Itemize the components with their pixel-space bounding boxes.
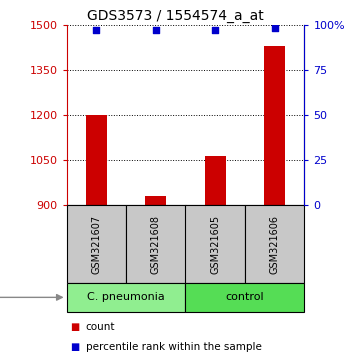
Bar <box>126 205 186 283</box>
Bar <box>264 46 285 205</box>
Bar <box>245 205 304 283</box>
Bar <box>86 115 107 205</box>
Text: percentile rank within the sample: percentile rank within the sample <box>86 342 262 352</box>
Text: C. pneumonia: C. pneumonia <box>87 292 165 302</box>
Point <box>212 27 218 33</box>
Bar <box>186 205 245 283</box>
Point <box>153 27 159 33</box>
Text: ■: ■ <box>70 342 79 352</box>
Point <box>272 25 278 31</box>
Text: GDS3573 / 1554574_a_at: GDS3573 / 1554574_a_at <box>87 9 263 23</box>
Text: GSM321607: GSM321607 <box>91 215 101 274</box>
Bar <box>145 196 166 205</box>
Bar <box>66 205 126 283</box>
Text: control: control <box>226 292 264 302</box>
Point <box>93 27 99 33</box>
Bar <box>186 283 304 312</box>
Text: GSM321608: GSM321608 <box>151 215 161 274</box>
Bar <box>205 156 226 205</box>
Text: count: count <box>86 322 115 332</box>
Text: GSM321606: GSM321606 <box>270 215 280 274</box>
Bar <box>66 283 186 312</box>
Text: GSM321605: GSM321605 <box>210 215 220 274</box>
Text: ■: ■ <box>70 322 79 332</box>
